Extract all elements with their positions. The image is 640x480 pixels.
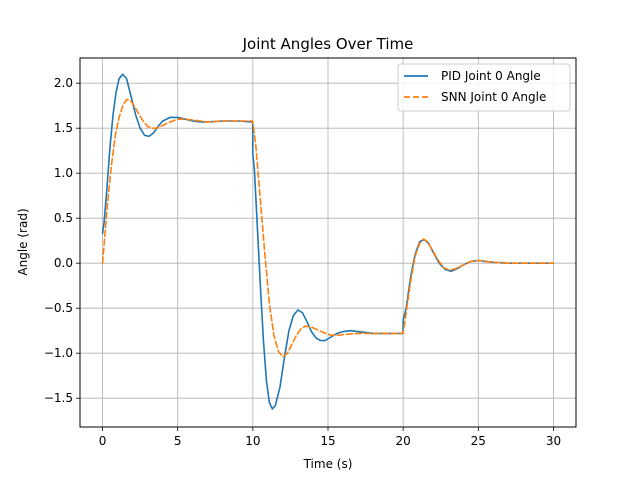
x-axis-ticks: 0 5 10 15 20 25 30 <box>99 427 561 448</box>
x-tick-label: 5 <box>174 434 182 448</box>
y-axis-label: Angle (rad) <box>16 208 30 275</box>
x-tick-label: 15 <box>320 434 335 448</box>
y-tick-label: −1.0 <box>44 346 73 360</box>
y-tick-label: 0.0 <box>54 256 73 270</box>
y-tick-label: 1.0 <box>54 166 73 180</box>
series-line-snn <box>101 98 555 358</box>
x-tick-label: 0 <box>99 434 107 448</box>
x-tick-label: 10 <box>245 434 260 448</box>
legend-label-snn: SNN Joint 0 Angle <box>441 90 546 104</box>
legend: PID Joint 0 Angle SNN Joint 0 Angle <box>397 63 571 112</box>
grid <box>80 58 576 427</box>
x-tick-label: 30 <box>546 434 561 448</box>
x-tick-label: 25 <box>471 434 486 448</box>
legend-label-pid: PID Joint 0 Angle <box>441 69 541 83</box>
series-lines <box>101 73 555 410</box>
legend-box <box>397 63 571 112</box>
x-axis-label: Time (s) <box>303 457 353 471</box>
y-tick-label: 1.5 <box>54 121 73 135</box>
chart-title: Joint Angles Over Time <box>242 35 414 53</box>
y-tick-label: 2.0 <box>54 76 73 90</box>
y-tick-label: −1.5 <box>44 391 73 405</box>
y-tick-label: −0.5 <box>44 301 73 315</box>
y-tick-label: 0.5 <box>54 211 73 225</box>
x-tick-label: 20 <box>396 434 411 448</box>
y-axis-ticks: −1.5 −1.0 −0.5 0.0 0.5 1.0 1.5 2.0 <box>44 76 80 405</box>
